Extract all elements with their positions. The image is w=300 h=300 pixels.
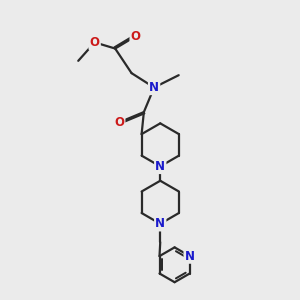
Text: O: O	[90, 36, 100, 49]
Text: N: N	[149, 81, 159, 94]
Text: N: N	[185, 250, 195, 262]
Text: O: O	[131, 30, 141, 43]
Text: O: O	[114, 116, 124, 129]
Text: N: N	[155, 217, 165, 230]
Text: N: N	[155, 160, 165, 173]
